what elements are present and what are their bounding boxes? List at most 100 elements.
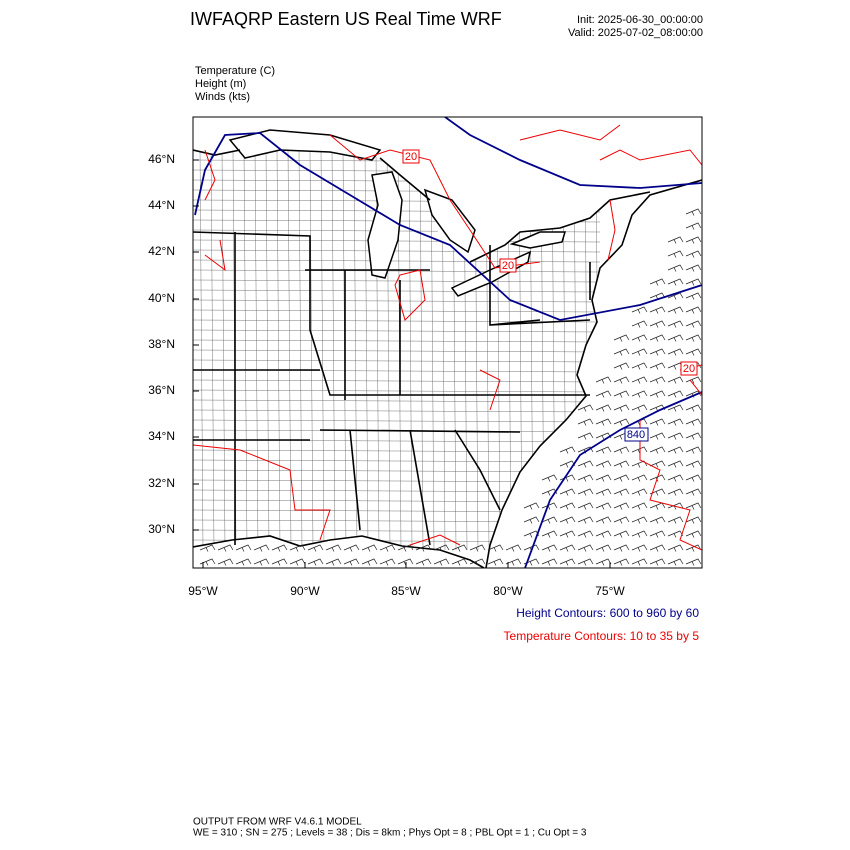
wind-barb (559, 558, 576, 566)
wind-barb (235, 544, 252, 552)
field-label: Height (m) (195, 78, 246, 90)
height-contour (524, 391, 702, 568)
wind-barb (667, 376, 684, 384)
wind-barb (685, 264, 702, 272)
lake-michigan (367, 171, 403, 279)
wind-barb (541, 544, 558, 552)
lat-label: 34°N (148, 429, 175, 443)
wind-barb (523, 516, 540, 524)
county-line (193, 259, 601, 263)
wind-barb (685, 348, 702, 356)
wind-barb (649, 390, 666, 398)
wind-barb (199, 558, 216, 566)
county-line (193, 309, 601, 313)
wind-barb (631, 334, 648, 342)
wind-barb (577, 488, 594, 496)
height-contour-info: Height Contours: 600 to 960 by 60 (516, 606, 699, 620)
gulf-coast (193, 535, 485, 568)
lon-label: 80°W (493, 584, 523, 598)
wind-barb (505, 558, 522, 566)
wind-barb (325, 544, 342, 552)
wind-barb (685, 292, 702, 300)
lake-ontario (509, 231, 567, 249)
county-line (243, 149, 248, 551)
wind-barb (271, 558, 288, 566)
lon-label: 95°W (188, 584, 218, 598)
wind-barb (217, 544, 234, 552)
county-line (287, 149, 292, 551)
wind-barb (577, 418, 594, 426)
valid-time: Valid: 2025-07-02_08:00:00 (568, 27, 703, 39)
wind-barb (649, 446, 666, 454)
county-line (298, 149, 303, 551)
wind-barb (613, 362, 630, 370)
wind-barb (613, 544, 630, 552)
wind-barb (595, 390, 612, 398)
county-line (320, 149, 325, 551)
wind-barb (613, 488, 630, 496)
wind-barb (667, 334, 684, 342)
wind-barb (649, 376, 666, 384)
wind-barb (577, 404, 594, 412)
wind-barb (685, 208, 702, 216)
wind-barb (613, 348, 630, 356)
contour-label-box (402, 149, 420, 164)
county-line (193, 349, 601, 353)
footer-settings: WE = 310 ; SN = 275 ; Levels = 38 ; Dis … (193, 828, 587, 839)
lat-label: 46°N (148, 152, 175, 166)
wind-barb (667, 348, 684, 356)
wind-barb (631, 544, 648, 552)
wind-barb (613, 446, 630, 454)
wind-barb (685, 558, 702, 566)
contour-label: 20 (405, 151, 417, 163)
wind-barb (685, 334, 702, 342)
lat-label: 40°N (148, 291, 175, 305)
temperature-contour-info: Temperature Contours: 10 to 35 by 5 (504, 629, 700, 643)
county-line (193, 449, 601, 453)
lon-label: 85°W (391, 584, 421, 598)
wind-barb (379, 544, 396, 552)
wind-barb (667, 474, 684, 482)
contour-label: 20 (502, 260, 514, 272)
wind-barb (685, 544, 702, 552)
wind-barb (307, 558, 324, 566)
wind-barb (667, 264, 684, 272)
wind-barb (613, 334, 630, 342)
wind-barb (541, 474, 558, 482)
lat-label: 30°N (148, 522, 175, 536)
wind-barb (595, 446, 612, 454)
wind-barb (649, 278, 666, 286)
wind-barb (577, 432, 594, 440)
wind-barb (469, 544, 486, 552)
wind-barb (595, 404, 612, 412)
wind-barb (649, 348, 666, 356)
wind-barb (685, 418, 702, 426)
atlantic (486, 180, 702, 568)
wind-barb (595, 516, 612, 524)
wind-barb (595, 530, 612, 538)
wind-barb (667, 250, 684, 258)
wind-barb (685, 516, 702, 524)
wind-barb (667, 306, 684, 314)
wind-barb (577, 516, 594, 524)
county-line (353, 149, 358, 551)
wind-barb (685, 474, 702, 482)
wind-barb (595, 376, 612, 384)
wind-barb (613, 502, 630, 510)
wind-barb (595, 488, 612, 496)
wind-barb (685, 488, 702, 496)
temperature-contour (204, 149, 426, 321)
lat-label: 44°N (148, 198, 175, 212)
wind-barb (649, 460, 666, 468)
lat-label: 32°N (148, 476, 175, 490)
wind-barb (253, 558, 270, 566)
wind-barb (577, 530, 594, 538)
wind-barb (559, 488, 576, 496)
wind-barb (613, 390, 630, 398)
wind-barb (613, 376, 630, 384)
county-line (193, 419, 601, 423)
lat-label: 38°N (148, 337, 175, 351)
county-line (193, 339, 601, 343)
title: IWFAQRP Eastern US Real Time WRF (190, 9, 502, 29)
